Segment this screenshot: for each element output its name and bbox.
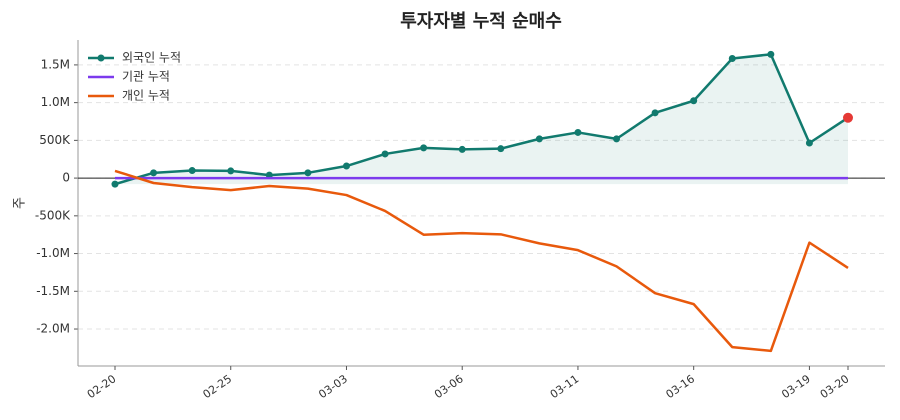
point bbox=[613, 135, 621, 143]
x-tick-label: 02-20 bbox=[85, 372, 119, 401]
point bbox=[342, 162, 350, 170]
legend-label: 기관 누적 bbox=[122, 70, 170, 84]
point bbox=[535, 135, 543, 143]
x-tick-label: 02-25 bbox=[201, 372, 235, 401]
point bbox=[458, 145, 466, 153]
chart-title: 투자자별 누적 순매수 bbox=[400, 11, 562, 32]
x-tick-label: 03-16 bbox=[663, 372, 697, 401]
y-tick-label: 500K bbox=[39, 133, 71, 147]
x-tick-label: 03-11 bbox=[548, 372, 582, 401]
y-tick-label: 0 bbox=[62, 171, 70, 185]
point bbox=[150, 169, 158, 177]
point bbox=[728, 54, 736, 62]
point bbox=[805, 139, 813, 147]
y-tick-label: -2.0M bbox=[36, 322, 70, 336]
x-tick-label: 03-03 bbox=[316, 372, 350, 401]
y-tick-label: -1.5M bbox=[36, 284, 70, 298]
point bbox=[227, 167, 235, 175]
y-axis-label: 주 bbox=[13, 197, 28, 209]
point bbox=[767, 50, 775, 58]
point bbox=[420, 144, 428, 152]
point bbox=[497, 145, 505, 153]
point bbox=[690, 97, 698, 105]
point bbox=[574, 128, 582, 136]
point bbox=[651, 109, 659, 117]
y-tick-label: 1.0M bbox=[41, 95, 70, 109]
point bbox=[304, 169, 312, 177]
y-tick-label: -500K bbox=[35, 208, 71, 222]
legend-label: 개인 누적 bbox=[122, 89, 170, 103]
point bbox=[265, 171, 273, 179]
point bbox=[111, 180, 119, 188]
legend-marker bbox=[97, 54, 105, 62]
y-tick-label: 1.5M bbox=[41, 57, 70, 71]
area bbox=[115, 54, 848, 185]
line bbox=[114, 53, 849, 186]
x-tick-label: 03-20 bbox=[818, 372, 852, 401]
point bbox=[381, 150, 389, 158]
x-tick-label: 03-06 bbox=[432, 372, 466, 401]
point bbox=[188, 167, 196, 175]
line bbox=[114, 169, 849, 353]
legend-label: 외국인 누적 bbox=[122, 51, 181, 65]
y-tick-label: -1.0M bbox=[36, 246, 70, 260]
point bbox=[843, 112, 853, 123]
x-tick-label: 03-19 bbox=[779, 372, 813, 401]
